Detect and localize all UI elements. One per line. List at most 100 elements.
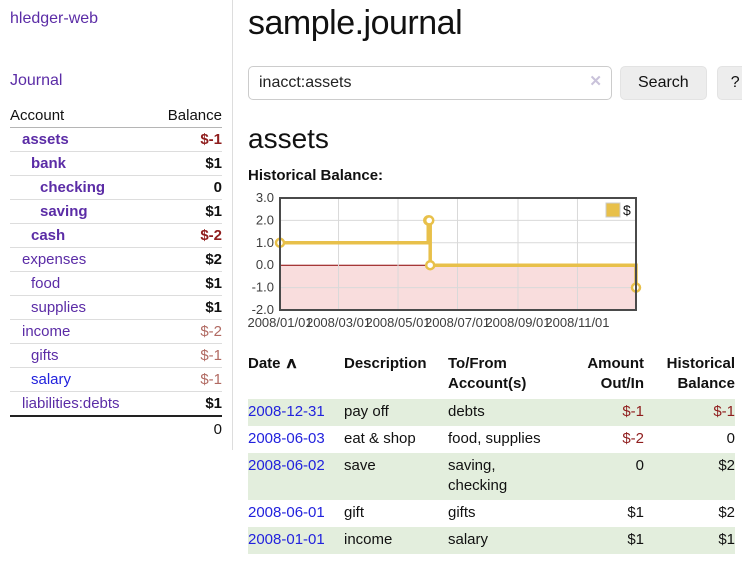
transaction-date-link[interactable]: 2008-06-02 — [248, 457, 325, 474]
nav-journal-link[interactable]: Journal — [10, 72, 63, 89]
chart-title: Historical Balance: — [248, 167, 384, 184]
transaction-description: save — [344, 457, 376, 474]
x-tick-label: 2008/03/01 — [306, 315, 371, 330]
account-balance: $1 — [151, 151, 222, 176]
historical-balance-chart: 2008/01/012008/03/012008/05/012008/07/01… — [247, 190, 642, 330]
account-link[interactable]: gifts — [31, 347, 59, 364]
account-link[interactable]: salary — [31, 371, 72, 388]
account-link[interactable]: expenses — [22, 251, 87, 268]
x-tick-label: 2008/05/01 — [365, 315, 430, 330]
transaction-accounts: saving, checking — [448, 457, 508, 494]
register-row: 2008-06-02 save saving, checking 0 $2 — [248, 453, 735, 500]
account-balance: 0 — [151, 175, 222, 200]
legend-swatch — [605, 202, 621, 218]
account-balance: $1 — [151, 271, 222, 296]
transaction-date-link[interactable]: 2008-06-01 — [248, 504, 325, 521]
search-input[interactable] — [248, 66, 612, 100]
transaction-date-link[interactable]: 2008-06-03 — [248, 430, 325, 447]
app-title-link[interactable]: hledger-web — [10, 10, 99, 27]
transaction-balance: $1 — [718, 531, 735, 548]
account-link[interactable]: checking — [40, 179, 106, 196]
account-row: gifts $-1 — [10, 343, 222, 368]
transaction-description: pay off — [344, 403, 389, 420]
date-header-label: Date — [248, 355, 281, 372]
transaction-balance: $2 — [718, 504, 735, 521]
help-button[interactable]: ? — [716, 66, 742, 100]
search-input-wrap: ✕ — [248, 66, 612, 100]
account-balance: $-2 — [151, 319, 222, 344]
x-tick-label: 2008/07/01 — [425, 315, 490, 330]
account-balance: $1 — [205, 395, 222, 412]
data-point-marker — [423, 215, 435, 226]
transaction-accounts: debts — [448, 403, 485, 420]
transaction-amount: $-2 — [622, 430, 644, 447]
transaction-accounts: salary — [448, 531, 489, 548]
accounts-total-spacer — [10, 415, 152, 442]
register-row: 2008-01-01 income salary $1 $1 — [248, 527, 735, 554]
account-row: expenses $2 — [10, 247, 222, 272]
register-header-amount: Amount Out/In — [587, 355, 644, 392]
accounts-total-value: 0 — [151, 415, 222, 442]
transaction-date-link[interactable]: 2008-12-31 — [248, 403, 325, 420]
register-row: 2008-06-01 gift gifts $1 $2 — [248, 500, 735, 527]
sidebar: hledger-web Journal Account Balance asse… — [0, 0, 233, 450]
account-link[interactable]: supplies — [31, 299, 87, 316]
search-button[interactable]: Search — [620, 66, 707, 100]
account-row: liabilities:debts $1 — [10, 392, 222, 417]
sort-ascending-icon: ∧ — [284, 355, 298, 372]
legend-label: $ — [623, 202, 631, 218]
account-link[interactable]: liabilities:debts — [22, 395, 120, 412]
y-tick-label: 0.0 — [256, 257, 274, 272]
register-header-balance: Historical Balance — [666, 355, 735, 392]
register-header-accounts: To/From Account(s) — [448, 355, 527, 392]
main-content: sample.journal ✕ Search ? assets Histori… — [233, 0, 742, 554]
register-header-description: Description — [344, 355, 427, 372]
account-balance: $-1 — [151, 127, 222, 152]
transaction-amount: $1 — [627, 504, 644, 521]
account-row: checking 0 — [10, 175, 222, 200]
accounts-header-account: Account — [10, 104, 152, 128]
account-balance: $-2 — [151, 223, 222, 248]
account-balance: $2 — [151, 247, 222, 272]
x-tick-label: 2008/09/01 — [485, 315, 550, 330]
register-header-row: Date ∧ Description To/From Account(s) Amo… — [248, 352, 735, 399]
transaction-balance: 0 — [726, 430, 735, 447]
transaction-date-link[interactable]: 2008-01-01 — [248, 531, 325, 548]
account-row: bank $1 — [10, 151, 222, 176]
transaction-balance: $-1 — [713, 403, 735, 420]
transaction-amount: 0 — [635, 457, 644, 474]
x-tick-label: 2008/11/01 — [545, 315, 609, 330]
register-row: 2008-12-31 pay off debts $-1 $-1 — [248, 399, 735, 426]
register-row: 2008-06-03 eat & shop food, supplies $-2 0 — [248, 426, 735, 453]
y-tick-label: 2.0 — [256, 212, 274, 227]
account-link[interactable]: bank — [31, 155, 67, 172]
transaction-accounts: food, supplies — [448, 430, 541, 447]
y-tick-label: -1.0 — [252, 280, 274, 295]
accounts-table: Account Balance assets $-1 bank $1 checking 0… — [10, 104, 222, 442]
data-point-marker — [424, 259, 436, 271]
transaction-description: eat & shop — [344, 430, 416, 447]
account-link[interactable]: saving — [40, 203, 88, 220]
account-row: food $1 — [10, 271, 222, 296]
transaction-accounts: gifts — [448, 504, 476, 521]
transaction-description: income — [344, 531, 393, 548]
account-link[interactable]: assets — [22, 131, 69, 148]
clear-search-icon[interactable]: ✕ — [589, 73, 602, 90]
account-row: assets $-1 — [10, 127, 222, 152]
account-link[interactable]: cash — [31, 227, 66, 244]
register-header-date[interactable]: Date ∧ — [248, 352, 344, 399]
account-row: income $-2 — [10, 319, 222, 344]
account-link[interactable]: income — [22, 323, 71, 340]
y-tick-label: 1.0 — [256, 235, 274, 250]
account-row: supplies $1 — [10, 295, 222, 320]
x-tick-label: 2008/01/01 — [247, 315, 312, 330]
y-tick-label: -2.0 — [252, 302, 274, 317]
account-balance: $1 — [151, 199, 222, 224]
app-window: hledger-web Journal Account Balance asse… — [0, 0, 742, 554]
register-table: Date ∧ Description To/From Account(s) Amo… — [248, 352, 735, 554]
page-title: sample.journal — [248, 4, 463, 42]
account-link[interactable]: food — [31, 275, 61, 292]
plot-border — [279, 197, 637, 311]
y-tick-label: 3.0 — [256, 190, 274, 205]
accounts-header-row: Account Balance — [10, 104, 222, 128]
